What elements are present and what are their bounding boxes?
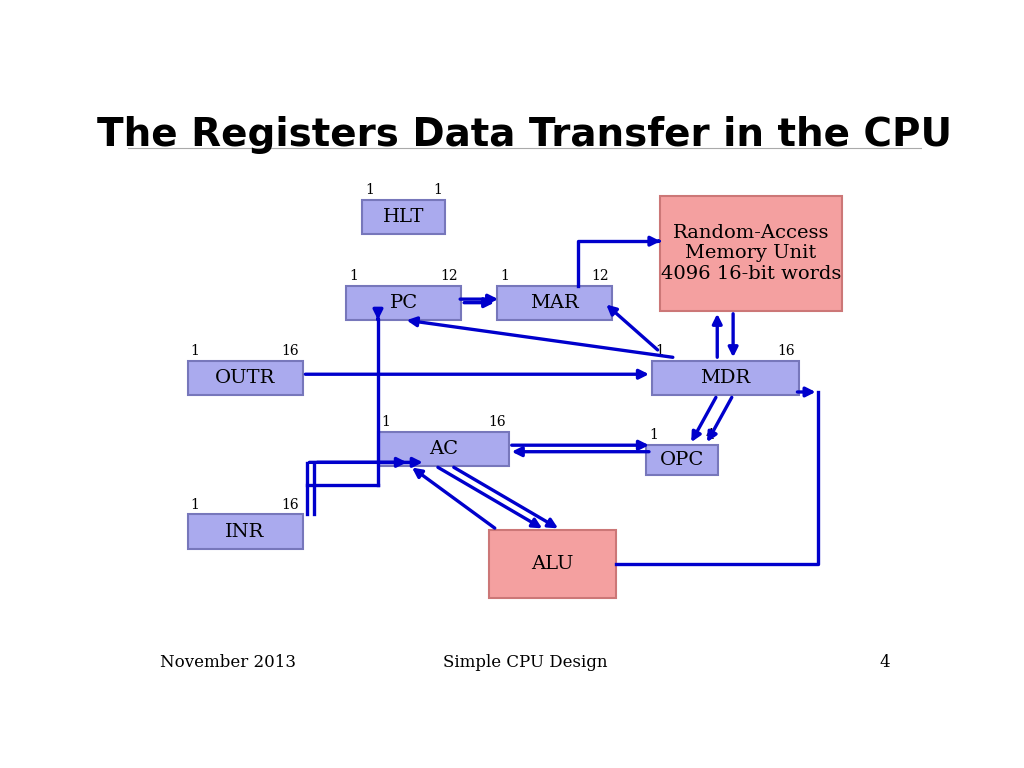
Text: 16: 16 bbox=[488, 415, 506, 429]
Text: AC: AC bbox=[429, 440, 458, 458]
FancyArrowPatch shape bbox=[454, 467, 555, 527]
Text: Simple CPU Design: Simple CPU Design bbox=[442, 654, 607, 670]
Text: HLT: HLT bbox=[383, 208, 425, 226]
Text: 1: 1 bbox=[190, 344, 200, 358]
Text: MAR: MAR bbox=[530, 293, 579, 312]
FancyArrowPatch shape bbox=[729, 314, 737, 353]
Bar bbox=[187, 361, 303, 395]
Text: 1: 1 bbox=[190, 498, 200, 512]
Text: 16: 16 bbox=[778, 344, 796, 358]
FancyArrowPatch shape bbox=[693, 397, 716, 439]
FancyArrowPatch shape bbox=[317, 458, 419, 466]
Bar bbox=[346, 286, 461, 319]
Text: 1: 1 bbox=[433, 184, 442, 197]
Text: 1: 1 bbox=[649, 429, 658, 442]
FancyArrowPatch shape bbox=[798, 388, 812, 396]
Bar bbox=[378, 432, 509, 466]
FancyArrowPatch shape bbox=[438, 467, 539, 527]
Bar bbox=[489, 530, 616, 598]
Text: 16: 16 bbox=[282, 344, 299, 358]
Text: PC: PC bbox=[390, 293, 418, 312]
Text: The Registers Data Transfer in the CPU: The Registers Data Transfer in the CPU bbox=[97, 116, 952, 154]
Bar bbox=[362, 200, 445, 234]
FancyArrowPatch shape bbox=[464, 299, 490, 306]
Bar bbox=[187, 515, 303, 548]
FancyArrowPatch shape bbox=[714, 317, 721, 357]
Text: MDR: MDR bbox=[700, 369, 751, 387]
Bar bbox=[646, 445, 718, 475]
Text: ALU: ALU bbox=[531, 554, 573, 573]
FancyArrowPatch shape bbox=[709, 397, 732, 439]
FancyArrowPatch shape bbox=[305, 370, 645, 378]
FancyArrowPatch shape bbox=[309, 458, 403, 466]
FancyArrowPatch shape bbox=[374, 308, 382, 319]
FancyArrowPatch shape bbox=[512, 442, 645, 449]
Text: 12: 12 bbox=[591, 269, 609, 283]
Text: 1: 1 bbox=[500, 269, 509, 283]
Text: 1: 1 bbox=[381, 415, 390, 429]
Bar bbox=[497, 286, 612, 319]
Text: Random-Access
Memory Unit
4096 16-bit words: Random-Access Memory Unit 4096 16-bit wo… bbox=[660, 223, 841, 283]
FancyArrowPatch shape bbox=[649, 237, 658, 245]
FancyArrowPatch shape bbox=[411, 318, 673, 357]
Bar bbox=[659, 196, 843, 311]
Bar bbox=[652, 361, 799, 395]
FancyArrowPatch shape bbox=[415, 470, 495, 528]
Text: 1: 1 bbox=[655, 344, 664, 358]
Text: 4: 4 bbox=[880, 654, 890, 670]
Text: November 2013: November 2013 bbox=[160, 654, 296, 670]
Text: 12: 12 bbox=[440, 269, 458, 283]
Text: 16: 16 bbox=[282, 498, 299, 512]
FancyArrowPatch shape bbox=[609, 307, 657, 350]
Text: OUTR: OUTR bbox=[215, 369, 275, 387]
Text: 1: 1 bbox=[366, 184, 374, 197]
Text: OPC: OPC bbox=[659, 451, 705, 469]
Text: 1: 1 bbox=[349, 269, 358, 283]
FancyArrowPatch shape bbox=[515, 448, 649, 455]
Text: INR: INR bbox=[225, 522, 265, 541]
Text: 4: 4 bbox=[706, 429, 715, 442]
FancyArrowPatch shape bbox=[460, 295, 495, 303]
